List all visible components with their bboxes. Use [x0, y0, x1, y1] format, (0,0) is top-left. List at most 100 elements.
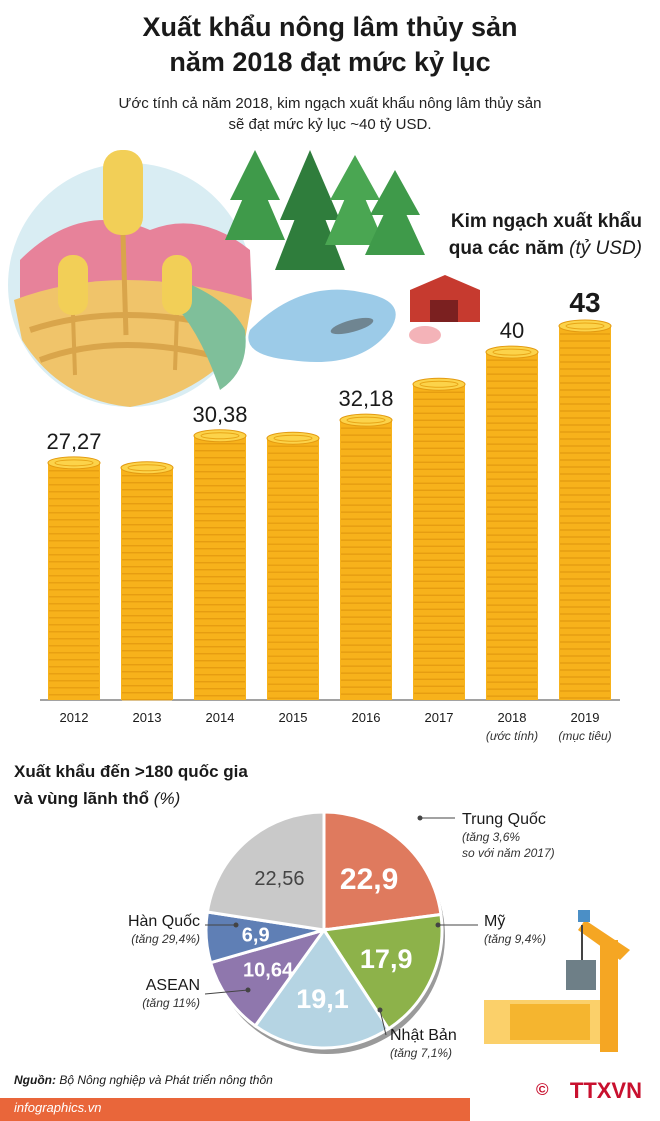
legend-note: (tăng 7,1%) [390, 1046, 453, 1060]
pie-heading-unit: (%) [153, 789, 181, 808]
bar-top-coin [120, 461, 174, 475]
legend-note: so với năm 2017) [462, 846, 555, 860]
pie-value-label: 6,9 [242, 924, 270, 946]
bar-heading-line2: qua các năm [448, 238, 564, 259]
bar-top-coin [339, 413, 393, 427]
bar-2019 [558, 319, 612, 700]
bar-2018 [485, 345, 539, 700]
bar-top-coin [47, 456, 101, 470]
bar-2017 [412, 377, 466, 700]
bar-series: 27,27 2012 2013 30,38 2014 2015 32,18 2016 2017 4… [46, 287, 611, 743]
leader-line [379, 1009, 387, 1036]
legend-label: Mỹ [484, 913, 506, 930]
footer-bar: infographics.vn [0, 1098, 660, 1121]
bar-top-coin-rim [200, 432, 240, 440]
bar-2013 [120, 461, 174, 701]
legend-note: (tăng 11%) [142, 996, 200, 1010]
bar-value-label: 32,18 [338, 386, 393, 411]
x-tick-label: 2017 [425, 710, 454, 725]
x-tick-note: (mục tiêu) [558, 729, 611, 743]
leader-dot [233, 922, 239, 928]
x-tick-label: 2015 [279, 710, 308, 725]
leader-line [204, 989, 249, 995]
legend-han-quoc: Hàn Quốc (tăng 29,4%) [72, 912, 200, 947]
bar-2014 [193, 429, 247, 700]
pie-slice [208, 927, 328, 1028]
bar-top-coin-rim [492, 348, 532, 356]
bar-top-coin [485, 345, 539, 359]
x-tick-label: 2016 [352, 710, 381, 725]
bar-chart-heading: Kim ngạch xuất khẩu qua các năm (tỷ USD) [449, 208, 642, 262]
pie-slice [322, 810, 443, 932]
bar-value-label: 30,38 [192, 402, 247, 427]
bar-top-coin [193, 429, 247, 443]
page-title-line2: năm 2018 đạt mức kỷ lục [169, 47, 491, 77]
bar-body [486, 352, 538, 700]
legend-nhat-ban: Nhật Bản (tăng 7,1%) [390, 1026, 457, 1061]
bar-body [413, 384, 465, 700]
bar-top-coin [558, 319, 612, 333]
legend-label: Trung Quốc [462, 811, 546, 828]
footer-band [0, 1098, 470, 1121]
legend-label: ASEAN [145, 977, 200, 994]
pie-heading-line1: Xuất khẩu đến >180 quốc gia [14, 762, 248, 781]
bar-top-coin-rim [54, 459, 94, 467]
subtitle-line1: Ước tính cả năm 2018, kim ngạch xuất khẩ… [118, 95, 542, 112]
pie-slice [253, 927, 391, 1050]
legend-trung-quoc: Trung Quốc (tăng 3,6% so với năm 2017) [462, 810, 555, 861]
copyright-icon: © [536, 1080, 549, 1099]
bar-body [48, 462, 100, 700]
source-label: Nguồn: [14, 1073, 56, 1087]
legend-my: Mỹ (tăng 9,4%) [484, 912, 546, 947]
bar-top-coin-rim [127, 464, 167, 472]
pie-chart: 22,9 17,9 19,110,64 6,9 22,56 [204, 810, 478, 1054]
bar-2016 [339, 413, 393, 700]
legend-note: (tăng 3,6% [462, 830, 521, 844]
pie-chart-heading: Xuất khẩu đến >180 quốc gia và vùng lãnh… [14, 758, 248, 812]
leader-dot [435, 922, 441, 928]
subtitle-line2: sẽ đạt mức kỷ lục ~40 tỷ USD. [228, 116, 432, 133]
bar-value-label: 27,27 [46, 429, 101, 454]
bar-top-coin-rim [273, 434, 313, 442]
bar-body [559, 326, 611, 700]
crane-illustration [484, 910, 630, 1052]
bar-body [267, 438, 319, 700]
bar-2015 [266, 431, 320, 700]
pie-slice [205, 810, 326, 932]
bar-top-coin-rim [419, 380, 459, 388]
bar-body [194, 435, 246, 700]
legend-note: (tăng 29,4%) [131, 932, 200, 946]
bar-body [121, 467, 173, 700]
bar-top-coin [412, 377, 466, 391]
page-title-line1: Xuất khẩu nông lâm thủy sản [142, 12, 518, 42]
legend-note: (tăng 9,4%) [484, 932, 547, 946]
pie-value-label: 19,1 [296, 984, 349, 1014]
x-tick-label: 2012 [60, 710, 89, 725]
bar-top-coin-rim [346, 416, 386, 424]
source-text: Bộ Nông nghiệp và Phát triển nông thôn [59, 1073, 273, 1087]
pie-value-label: 22,56 [254, 868, 304, 890]
bar-top-coin [266, 431, 320, 445]
legend-asean: ASEAN (tăng 11%) [110, 976, 200, 1011]
bar-heading-unit: (tỷ USD) [569, 238, 642, 259]
leader-dot [377, 1007, 383, 1013]
leader-dot [245, 987, 251, 993]
x-tick-note: (ước tính) [486, 729, 538, 743]
legend-label: Nhật Bản [390, 1027, 457, 1044]
legend-label: Hàn Quốc [127, 913, 200, 930]
farm-illustration [8, 150, 480, 407]
pie-value-label: 10,64 [243, 959, 294, 981]
bar-2012 [47, 456, 101, 700]
x-tick-label: 2013 [133, 710, 162, 725]
bar-body [340, 420, 392, 700]
x-tick-label: 2019 [571, 710, 600, 725]
bar-top-coin-rim [565, 322, 605, 330]
bar-value-label: 43 [569, 287, 600, 318]
bar-value-label: 40 [500, 318, 524, 343]
leader-dot [417, 815, 423, 821]
pie-value-label: 22,9 [340, 863, 398, 896]
footer-site[interactable]: infographics.vn [14, 1100, 102, 1115]
x-tick-label: 2014 [206, 710, 235, 725]
pie-heading-line2: và vùng lãnh thổ [14, 789, 150, 808]
